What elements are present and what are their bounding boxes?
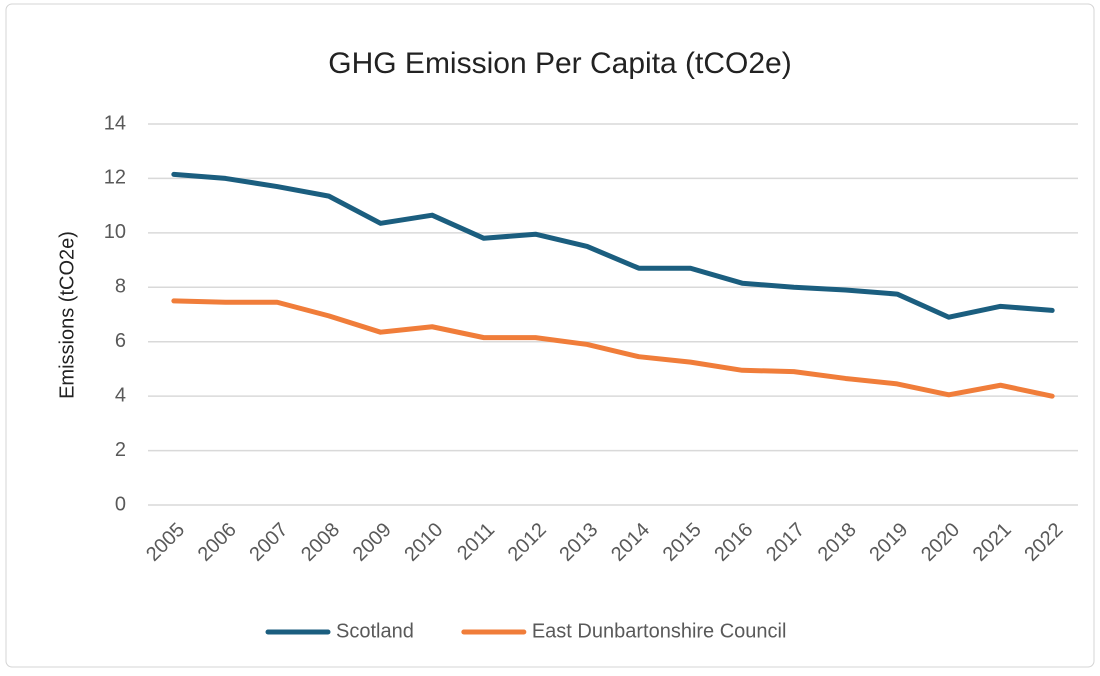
legend-label: Scotland (336, 620, 414, 642)
y-tick-label: 2 (115, 439, 126, 461)
y-axis-label: Emissions (tCO2e) (56, 231, 78, 399)
line-series (171, 171, 1055, 320)
y-tick-label: 4 (115, 384, 126, 406)
y-tick-label: 10 (104, 221, 126, 243)
y-tick-label: 8 (115, 276, 126, 298)
y-tick-label: 12 (104, 167, 126, 189)
chart-title: GHG Emission Per Capita (tCO2e) (328, 47, 791, 80)
chart-border (5, 3, 1095, 668)
y-tick-label: 0 (115, 493, 126, 515)
legend-label: East Dunbartonshire Council (532, 620, 787, 642)
line-series (171, 298, 1055, 399)
y-tick-label: 6 (115, 330, 126, 352)
y-tick-label: 14 (104, 112, 126, 134)
